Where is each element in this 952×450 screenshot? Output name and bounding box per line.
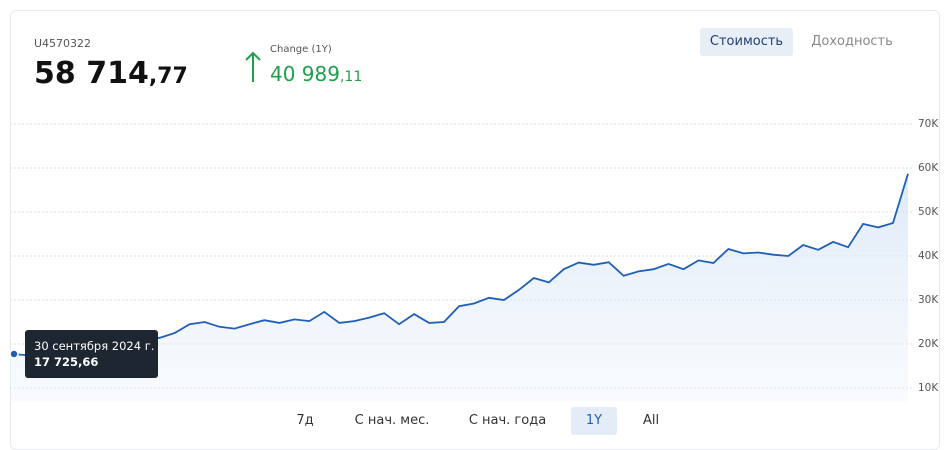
tab-button[interactable]: Доходность (811, 34, 893, 49)
y-tick-label: 70K (918, 118, 939, 130)
y-tick-label: 10K (918, 382, 939, 394)
account-id: U4570322 (34, 37, 92, 50)
tooltip-value: 17 725,66 (34, 355, 99, 369)
area (10, 173, 908, 402)
y-tick-label: 60K (918, 162, 939, 174)
balance-main: 58 714 (34, 56, 149, 91)
tab-button[interactable]: Стоимость (700, 28, 793, 56)
period-button[interactable]: С нач. мес. (354, 413, 430, 428)
balance-cents: ,77 (148, 64, 188, 89)
y-tick-label: 30K (918, 294, 939, 306)
up-arrow (245, 51, 261, 82)
change-label: Change (1Y) (270, 44, 332, 55)
y-tick-label: 40K (918, 250, 939, 262)
y-tick-label: 20K (918, 338, 939, 350)
period-button[interactable]: 1Y (571, 407, 617, 435)
line (9, 173, 909, 356)
period-button[interactable]: All (642, 413, 660, 428)
period-button[interactable]: С нач. года (468, 413, 547, 428)
y-tick-label: 50K (918, 206, 939, 218)
balance: 58 714,77 (34, 56, 188, 91)
tooltip-date: 30 сентября 2024 г. (34, 339, 155, 353)
change: 40 989,11 (270, 62, 362, 86)
hover-point (9, 349, 19, 359)
change-cents: ,11 (339, 69, 363, 85)
change-main: 40 989 (270, 62, 340, 86)
tooltip: 30 сентября 2024 г. 17 725,66 (25, 330, 158, 378)
period-button[interactable]: 7д (296, 413, 314, 428)
